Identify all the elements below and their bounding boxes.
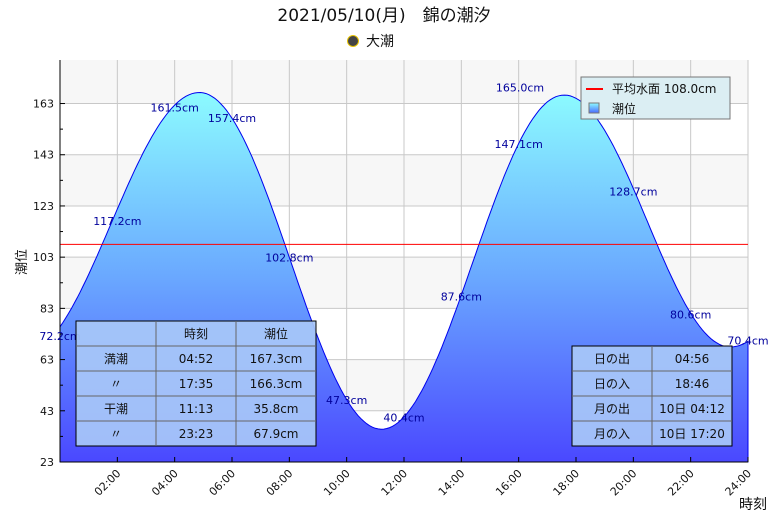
tide-value-label: 87.6cm <box>441 291 482 304</box>
y-tick-label: 23 <box>40 456 54 469</box>
x-tick-label: 18:00 <box>551 467 583 499</box>
x-axis-label: 時刻 <box>739 497 767 512</box>
table-header-cell: 時刻 <box>184 327 208 341</box>
tide-value-label: 147.1cm <box>495 138 543 151</box>
table-cell: 04:56 <box>675 352 710 366</box>
legend-mean-label: 平均水面 108.0cm <box>612 82 716 96</box>
tide-value-label: 165.0cm <box>496 81 544 94</box>
table-cell: 〃 <box>110 427 122 441</box>
x-tick-label: 22:00 <box>665 467 697 499</box>
tide-value-label: 47.3cm <box>326 394 367 407</box>
table-cell: 17:35 <box>179 377 214 391</box>
x-tick-label: 08:00 <box>264 467 296 499</box>
x-tick-label: 14:00 <box>436 467 468 499</box>
table-cell: 35.8cm <box>253 402 298 416</box>
table-cell: 67.9cm <box>253 427 298 441</box>
tide-value-label: 117.2cm <box>93 215 141 228</box>
table-cell: 日の出 <box>594 352 630 366</box>
table-cell: 23:23 <box>179 427 214 441</box>
tide-value-label: 102.8cm <box>265 252 313 265</box>
chart-title: 2021/05/10(月) 錦の潮汐 <box>277 6 490 26</box>
table-cell: 10日 17:20 <box>659 427 725 441</box>
table-cell: 日の入 <box>594 377 630 391</box>
table-cell: 月の出 <box>594 402 630 416</box>
tide-value-label: 70.4cm <box>727 335 768 348</box>
tide-value-label: 157.4cm <box>208 112 256 125</box>
table-cell: 167.3cm <box>250 352 303 366</box>
tide-value-label: 80.6cm <box>670 309 711 322</box>
x-tick-label: 10:00 <box>321 467 353 499</box>
tide-value-label: 40.4cm <box>383 411 424 424</box>
x-tick-label: 06:00 <box>207 467 239 499</box>
x-tick-label: 12:00 <box>379 467 411 499</box>
table-cell: 11:13 <box>179 402 214 416</box>
tide-value-label: 128.7cm <box>609 185 657 198</box>
x-tick-label: 04:00 <box>149 467 181 499</box>
x-tick-label: 24:00 <box>723 467 755 499</box>
table-cell: 18:46 <box>675 377 710 391</box>
tide-value-label: 72.2cm <box>39 330 80 343</box>
legend: 平均水面 108.0cm 潮位 <box>580 76 731 120</box>
table-cell: 月の入 <box>594 427 630 441</box>
table-header-cell: 潮位 <box>264 326 288 341</box>
x-tick-label: 02:00 <box>92 467 124 499</box>
x-tick-label: 20:00 <box>608 467 640 499</box>
y-tick-label: 43 <box>40 405 54 418</box>
y-tick-label: 83 <box>40 302 54 315</box>
legend-tide-label: 潮位 <box>612 101 636 116</box>
y-tick-label: 103 <box>33 251 54 264</box>
table-cell: 10日 04:12 <box>659 402 725 416</box>
y-tick-label: 143 <box>33 149 54 162</box>
table-cell: 〃 <box>110 377 122 391</box>
y-tick-label: 163 <box>33 98 54 111</box>
moon-phase-icon <box>347 35 359 47</box>
table-cell: 04:52 <box>179 352 214 366</box>
y-tick-label: 123 <box>33 200 54 213</box>
tide-value-label: 161.5cm <box>151 101 199 114</box>
chart-subtitle: 大潮 <box>366 34 394 50</box>
y-tick-label: 63 <box>40 354 54 367</box>
table-cell: 干潮 <box>104 401 128 416</box>
legend-tide-swatch <box>588 102 600 114</box>
y-axis-label: 潮位 <box>15 249 30 275</box>
sun-moon-table: 日の出 04:56 日の入 18:46 月の出 10日 04:12 月の入 10日 17:20 <box>571 345 733 447</box>
table-cell: 満潮 <box>104 351 128 366</box>
x-tick-label: 16:00 <box>493 467 525 499</box>
table-cell: 166.3cm <box>250 377 303 391</box>
